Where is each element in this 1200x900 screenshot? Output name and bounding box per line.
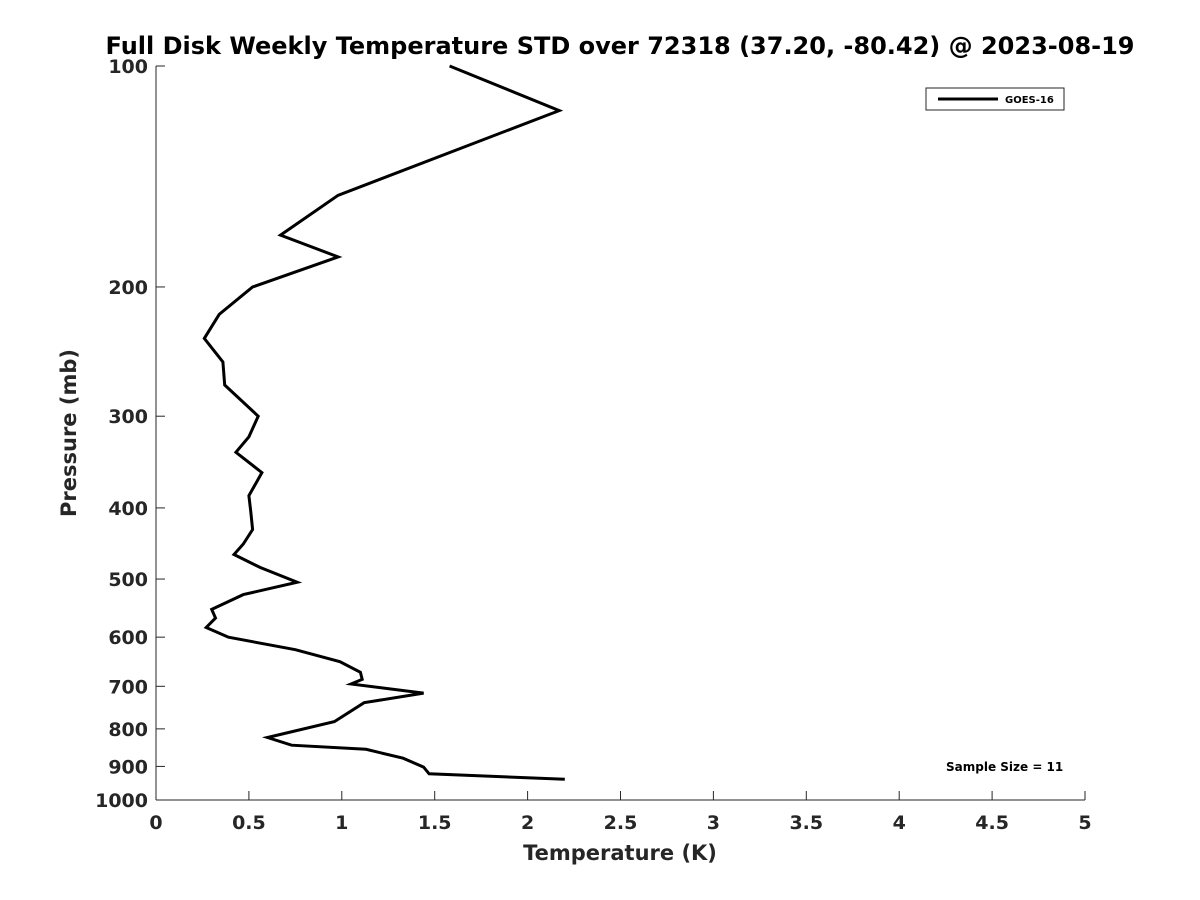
series-line-goes-16 [202,64,565,781]
y-tick-label: 800 [108,719,148,741]
x-tick-label: 3 [707,812,720,834]
x-axis-ticks: 0 0.5 1 1.5 2 2.5 3 3.5 4 4.5 5 [149,791,1092,834]
x-tick-label: 2.5 [604,812,638,834]
y-tick-label: 200 [108,277,148,299]
series-layer [202,64,565,781]
chart-title: Full Disk Weekly Temperature STD over 72… [106,32,1135,60]
x-tick-label: 5 [1078,812,1091,834]
x-axis-label: Temperature (K) [523,841,717,865]
y-axis-label: Pressure (mb) [57,349,81,517]
x-tick-label: 4.5 [975,812,1009,834]
x-tick-label: 4 [893,812,906,834]
x-tick-label: 0 [149,812,162,834]
y-tick-label: 700 [108,676,148,698]
y-tick-label: 1000 [95,790,148,812]
plot-area [155,66,1085,801]
y-tick-label: 300 [108,406,148,428]
sample-size-annotation: Sample Size = 11 [946,760,1063,774]
x-tick-label: 1 [335,812,348,834]
x-tick-label: 0.5 [232,812,266,834]
legend: GOES-16 [925,87,1065,111]
x-tick-label: 1.5 [418,812,452,834]
y-tick-label: 600 [108,627,148,649]
x-tick-label: 3.5 [789,812,823,834]
x-tick-label: 2 [521,812,534,834]
y-tick-label: 400 [108,498,148,520]
y-tick-label: 900 [108,756,148,778]
legend-label-goes-16: GOES-16 [1005,95,1054,106]
plot-background [156,66,1085,800]
y-tick-label: 500 [108,569,148,591]
y-axis-ticks: 100 200 300 400 500 600 700 800 900 1000 [95,56,165,812]
y-tick-label: 100 [108,56,148,78]
